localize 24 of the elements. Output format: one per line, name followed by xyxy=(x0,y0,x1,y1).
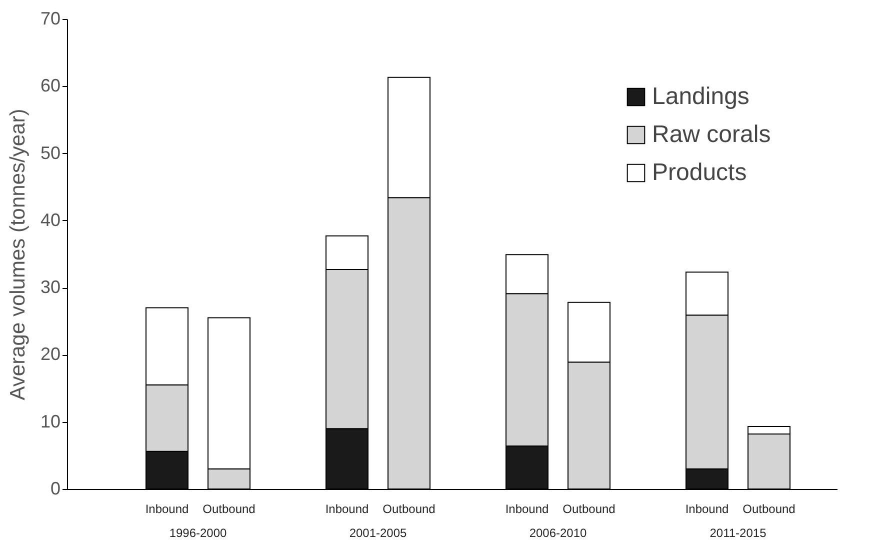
x-tick-label: Outbound xyxy=(382,502,436,516)
y-tick-label: 40 xyxy=(40,210,60,230)
x-tick-label: Outbound xyxy=(742,502,796,516)
y-axis-title: Average volumes (tonnes/year) xyxy=(6,108,30,400)
y-tick-label: 60 xyxy=(40,76,60,96)
y-tick-label: 70 xyxy=(40,8,60,28)
legend-label: Landings xyxy=(652,83,750,110)
y-tick-label: 20 xyxy=(40,344,60,364)
text: 2001-2005 xyxy=(349,526,408,540)
y-tick-label: 30 xyxy=(40,277,60,298)
x-tick-label: Inbound xyxy=(685,502,729,516)
x-tick-label: Outbound xyxy=(562,502,616,516)
y-tick-label: 0 xyxy=(50,478,60,498)
text: 1996-2000 xyxy=(169,526,228,540)
x-tick-label: Inbound xyxy=(145,502,189,516)
y-tick-label: 50 xyxy=(40,142,60,163)
text: 2011-2015 xyxy=(710,526,767,540)
legend-label: Raw corals xyxy=(652,121,771,148)
x-tick-label: Outbound xyxy=(202,502,256,516)
y-tick-label: 10 xyxy=(40,411,60,432)
x-tick-label: Inbound xyxy=(325,502,369,516)
text: 2006-2010 xyxy=(529,526,588,540)
legend-label: Products xyxy=(652,159,747,186)
x-tick-label: Inbound xyxy=(505,502,549,516)
